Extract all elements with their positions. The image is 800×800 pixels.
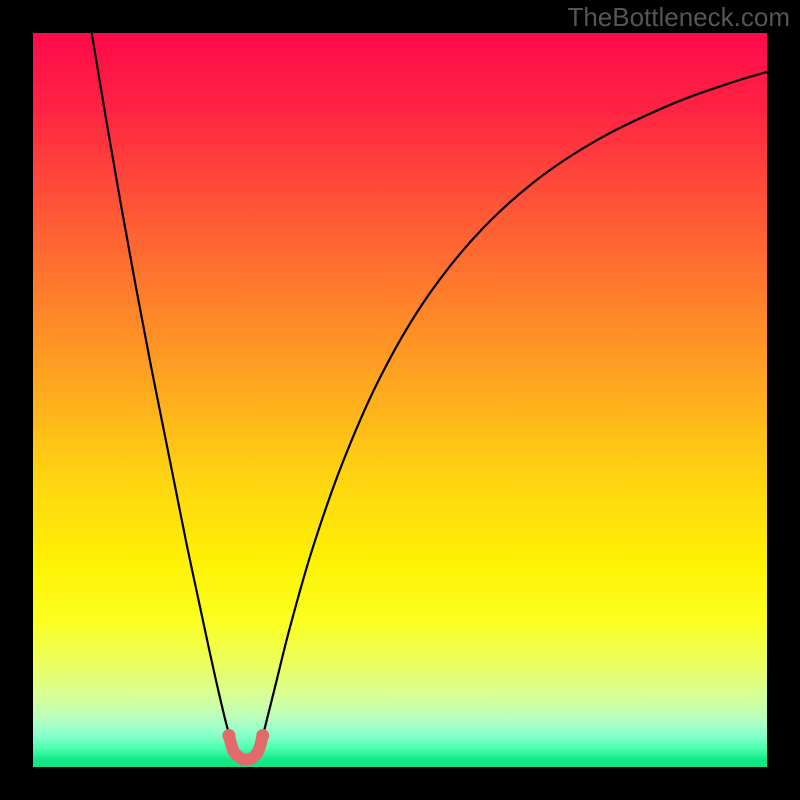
watermark-text: TheBottleneck.com <box>567 2 790 33</box>
chart-stage: TheBottleneck.com <box>0 0 800 800</box>
optimum-marker-endcap-left <box>222 729 235 742</box>
bottleneck-curve-left <box>92 33 231 743</box>
bottleneck-curve-right <box>261 72 767 743</box>
optimum-marker-endcap-right <box>256 729 269 742</box>
plot-area <box>33 33 767 767</box>
curve-layer <box>33 33 767 767</box>
